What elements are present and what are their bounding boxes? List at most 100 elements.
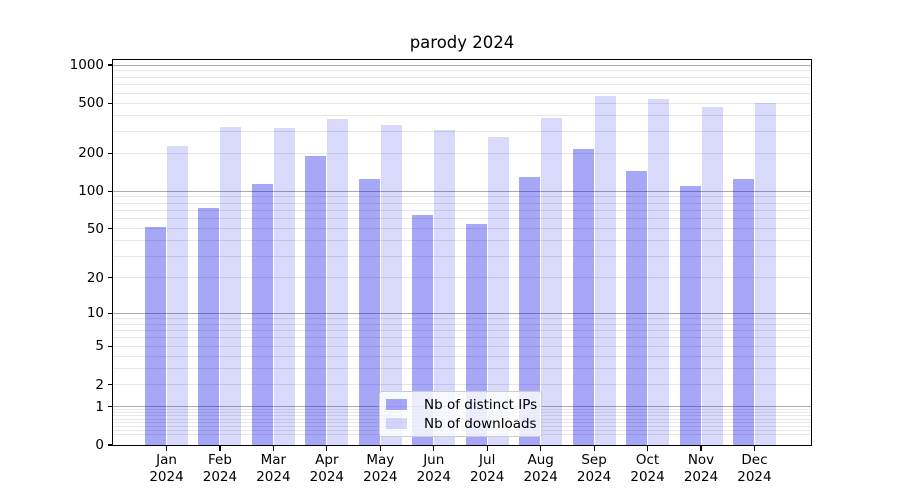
x-tick-nov [700,446,702,451]
gridline-minor [113,152,811,154]
x-tick-year-aug: 2024 [523,468,558,485]
gridline-minor [113,70,811,72]
gridline-minor [113,196,811,198]
x-tick-label-aug: Aug 2024 [509,452,573,485]
bar-downloads-sep [594,95,616,445]
gridline-major [113,190,811,192]
y-tick-label-2: 2 [95,376,104,393]
y-tick-100 [108,190,113,192]
gridline-minor [113,323,811,325]
y-tick-label-1: 1 [95,398,104,415]
gridline-minor [113,355,811,357]
gridline-minor [113,228,811,230]
y-tick-10 [108,312,113,314]
gridline-minor [113,345,811,347]
y-tick-label-200: 200 [78,145,104,162]
gridline-minor [113,202,811,204]
bar-downloads-feb [220,127,242,445]
x-tick-label-apr: Apr 2024 [295,452,359,485]
x-tick-may [379,446,381,451]
bar-distinct-ips-mar [251,183,273,445]
bar-downloads-jan [167,145,188,445]
bar-distinct-ips-may [358,179,380,445]
y-tick-1000 [108,64,113,66]
gridline-minor [113,210,811,212]
gridline-minor [113,337,811,339]
y-tick-label-1000: 1000 [69,57,104,74]
y-tick-1 [108,406,113,408]
x-tick-feb [219,446,221,451]
gridline-minor [113,102,811,104]
x-tick-jan [165,446,168,451]
x-tick-year-jan: 2024 [149,468,184,485]
bar-distinct-ips-sep [572,148,594,445]
gridline-major [113,312,811,314]
x-tick-label-nov: Nov 2024 [669,452,733,485]
x-tick-label-mar: Mar 2024 [241,452,305,485]
y-tick-label-500: 500 [78,95,104,112]
x-tick-label-sep: Sep 2024 [562,452,626,485]
gridline-minor [113,76,811,78]
x-tick-jun [433,446,435,451]
legend-item-distinct-ips: Nb of distinct IPs [386,397,541,413]
bar-distinct-ips-jun [412,215,434,445]
gridline-minor [113,255,811,257]
bar-downloads-mar [273,128,295,445]
gridline-minor [113,130,811,132]
gridline-minor [113,240,811,242]
bar-distinct-ips-oct [626,170,648,445]
gridline-minor [113,114,811,116]
bar-downloads-apr [327,118,349,445]
y-tick-label-20: 20 [86,269,104,286]
y-tick-label-10: 10 [86,305,104,322]
bar-distinct-ips-jan [145,226,166,445]
x-tick-label-jun: Jun 2024 [402,452,466,485]
x-tick-year-jun: 2024 [416,468,451,485]
gridline-minor [113,218,811,220]
x-tick-label-jan: Jan 2024 [135,452,199,485]
legend-label-downloads: Nb of downloads [424,415,537,432]
y-tick-0 [108,444,113,446]
x-tick-label-may: May 2024 [348,452,412,485]
y-tick-200 [108,152,113,154]
bar-downloads-jul [487,137,509,445]
gridline-minor [113,92,811,94]
bar-distinct-ips-aug [519,176,541,445]
y-tick-label-0: 0 [95,437,104,453]
y-tick-label-100: 100 [78,183,104,200]
chart-title: parody 2024 [409,33,515,52]
y-tick-label-50: 50 [86,220,104,237]
x-tick-mar [272,446,274,451]
x-tick-year-apr: 2024 [309,468,345,485]
legend-swatch-distinct-ips [386,399,407,410]
x-tick-label-oct: Oct 2024 [616,452,680,485]
x-tick-aug [540,446,542,451]
y-tick-2 [108,383,113,386]
bar-downloads-may [380,125,402,445]
y-tick-label-5: 5 [95,338,104,355]
y-tick-500 [108,102,113,104]
legend-label-distinct-ips: Nb of distinct IPs [424,396,538,413]
y-tick-50 [108,228,113,230]
bar-downloads-jun [434,129,456,445]
x-tick-oct [646,446,649,451]
y-tick-20 [108,276,113,279]
x-tick-jul [486,446,488,451]
bar-distinct-ips-apr [305,156,327,445]
gridline-minor [113,317,811,319]
gridline-minor [113,384,811,386]
x-tick-sep [593,446,595,451]
x-tick-label-feb: Feb 2024 [188,452,252,485]
y-tick-5 [108,345,113,348]
x-tick-label-dec: Dec 2024 [722,452,786,485]
x-tick-year-feb: 2024 [202,468,238,485]
x-tick-dec [753,446,756,451]
bar-distinct-ips-dec [732,179,754,445]
x-tick-year-nov: 2024 [683,468,719,485]
bar-downloads-dec [754,102,776,445]
bar-downloads-nov [701,107,723,445]
bar-downloads-oct [648,98,670,445]
legend-item-downloads: Nb of downloads [386,416,541,432]
gridline-major [113,64,811,66]
x-tick-year-mar: 2024 [256,468,291,485]
